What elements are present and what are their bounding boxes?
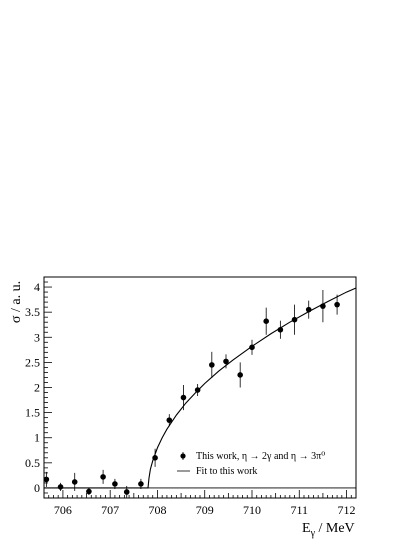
- x-tick-label: 709: [196, 503, 214, 517]
- data-point: [223, 358, 229, 365]
- legend-label-points: This work, η → 2γ and η → 3π⁰: [196, 451, 325, 462]
- y-tick-label: 2: [34, 381, 40, 395]
- legend-label-fit: Fit to this work: [196, 466, 257, 477]
- y-tick-label: 0: [34, 481, 40, 495]
- data-point: [166, 417, 173, 423]
- x-tick-label: 708: [148, 503, 166, 517]
- data-point: [194, 387, 201, 393]
- x-tick-label: 710: [243, 503, 261, 517]
- data-point: [334, 301, 340, 308]
- y-tick-label: 4: [34, 280, 40, 294]
- y-tick-label: 3: [34, 330, 40, 344]
- data-point: [277, 326, 284, 333]
- x-axis-title-main: E: [302, 521, 311, 536]
- data-point: [237, 372, 243, 378]
- y-tick-label: 0.5: [25, 456, 40, 470]
- x-tick-label: 707: [101, 503, 119, 517]
- legend: This work, η → 2γ and η → 3π⁰ Fit to thi…: [177, 451, 325, 477]
- y-axis-title: σ / a. u.: [9, 281, 24, 323]
- x-axis-title-sub: γ: [310, 528, 316, 539]
- plot-area: [43, 287, 357, 498]
- y-tick-label: 1.5: [25, 406, 40, 420]
- data-point: [320, 303, 326, 309]
- data-point: [209, 362, 215, 368]
- data-point: [152, 455, 158, 461]
- y-tick-label: 2.5: [25, 355, 40, 369]
- x-axis-title-suffix: / MeV: [315, 521, 355, 536]
- y-tick-label: 3.5: [25, 305, 40, 319]
- data-point: [86, 488, 92, 495]
- y-tick-label: 1: [34, 431, 40, 445]
- x-axis-title: Eγ / MeV: [302, 521, 355, 539]
- data-point: [71, 479, 78, 485]
- fit-line: [44, 287, 357, 489]
- data-point: [112, 481, 118, 487]
- data-point: [180, 394, 187, 401]
- data-point: [263, 318, 269, 325]
- data-point: [249, 344, 255, 351]
- data-point: [291, 316, 298, 323]
- data-point: [123, 489, 130, 495]
- data-point: [57, 484, 64, 490]
- axes: 706 707 708 709 710 711 712 0 0.5 1 1.5 2 2.5 3 3.5 4: [25, 276, 357, 517]
- x-tick-label: 706: [54, 503, 72, 517]
- data-point: [138, 481, 144, 487]
- data-point: [100, 474, 106, 480]
- x-tick-label: 712: [338, 503, 356, 517]
- data-point: [305, 306, 312, 313]
- x-tick-label: 711: [290, 503, 308, 517]
